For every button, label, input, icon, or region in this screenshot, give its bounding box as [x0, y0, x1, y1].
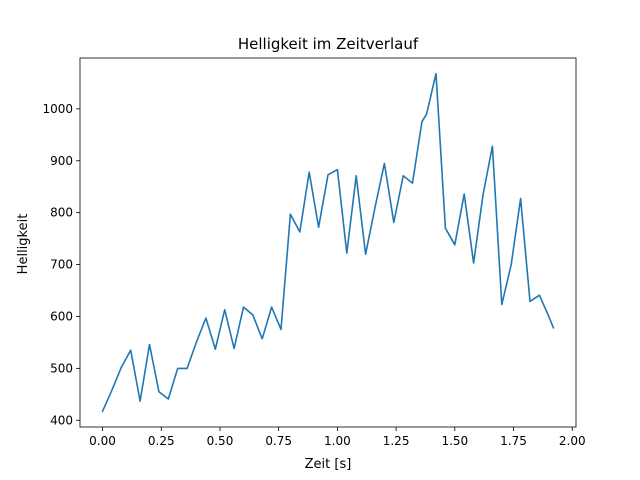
x-tick-label: 1.25: [383, 434, 410, 448]
x-tick-label: 0.75: [265, 434, 292, 448]
chart-title: Helligkeit im Zeitverlauf: [238, 35, 419, 53]
x-tick-label: 2.00: [559, 434, 586, 448]
x-tick-label: 0.00: [89, 434, 116, 448]
x-tick-label: 0.25: [148, 434, 175, 448]
y-tick-label: 600: [50, 309, 73, 323]
y-tick-label: 800: [50, 206, 73, 220]
x-tick-label: 0.50: [207, 434, 234, 448]
y-axis: 400 500 600 700 800 900 1000: [42, 102, 80, 427]
plot-area: [79, 57, 577, 428]
x-axis-label: Zeit [s]: [305, 457, 352, 472]
y-tick-label: 400: [50, 413, 73, 427]
series-line: [101, 72, 555, 413]
y-tick-label: 500: [50, 361, 73, 375]
x-tick-label: 1.00: [324, 434, 351, 448]
y-axis-label: Helligkeit: [16, 214, 31, 275]
y-tick-label: 900: [50, 154, 73, 168]
x-tick-label: 1.75: [500, 434, 527, 448]
axes-frame: [79, 57, 577, 428]
x-tick-label: 1.50: [441, 434, 468, 448]
x-axis: 0.00 0.25 0.50 0.75 1.00 1.25 1.50 1.75 2.00: [89, 427, 586, 448]
y-tick-label: 700: [50, 258, 73, 272]
y-tick-label: 1000: [42, 102, 73, 116]
